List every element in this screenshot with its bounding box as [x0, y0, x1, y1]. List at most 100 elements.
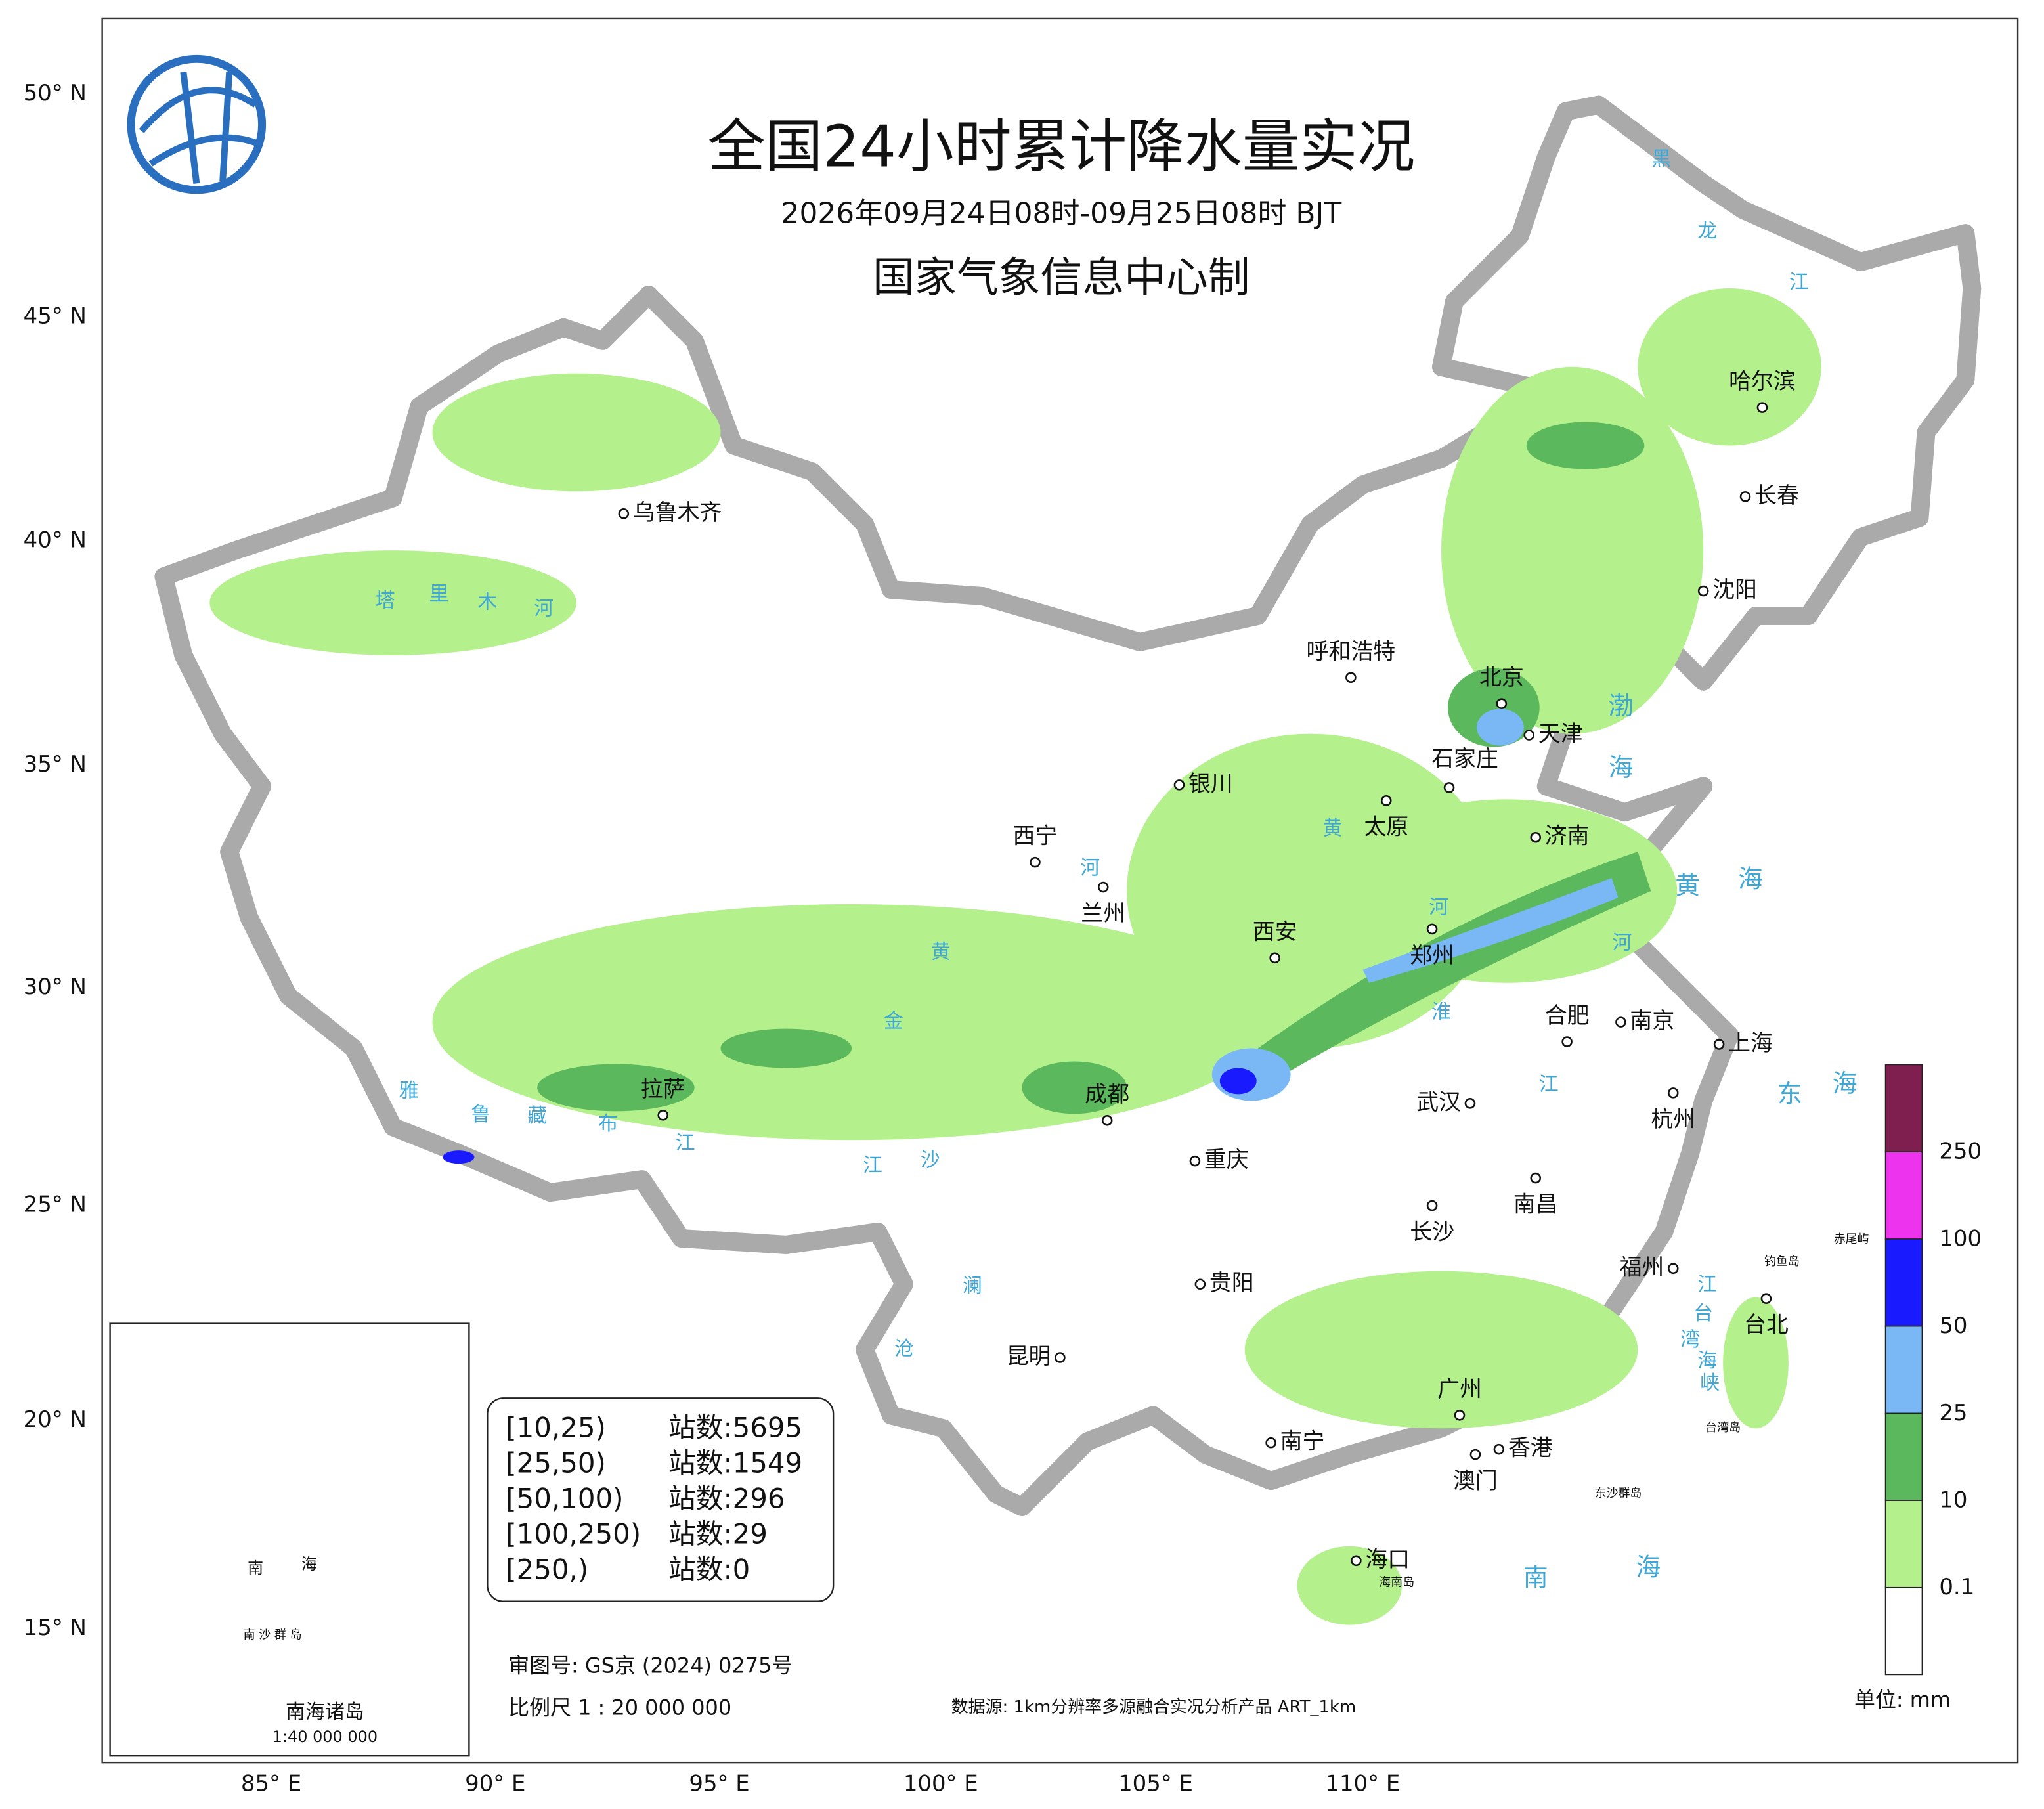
longitude-label: 90° E [465, 1771, 525, 1797]
colorbar-label: 50 [1939, 1313, 1967, 1338]
longitude-label: 105° E [1118, 1771, 1193, 1797]
city-marker [1496, 698, 1508, 709]
latitude-label: 40° N [24, 527, 87, 553]
colorbar-label: 250 [1939, 1139, 1982, 1164]
city-label: 重庆 [1204, 1147, 1249, 1173]
river-label: 金 [884, 1010, 903, 1033]
city-marker [657, 1110, 669, 1121]
map-scale: 比例尺 1 : 20 000 000 [508, 1695, 731, 1720]
river-label: 雅 [399, 1079, 419, 1102]
river-label: 里 [429, 583, 449, 606]
sea-label: 黄 [1675, 871, 1700, 900]
latitude-label: 20° N [24, 1406, 87, 1432]
river-label: 河 [1080, 857, 1100, 880]
colorbar-bin [1884, 1325, 1923, 1414]
rain-areas [209, 288, 1821, 1625]
city-label: 香港 [1508, 1435, 1553, 1461]
city-label: 杭州 [1651, 1106, 1695, 1132]
river-label: 江 [1697, 1273, 1717, 1296]
colorbar-label: 25 [1939, 1400, 1967, 1426]
city-label: 成都 [1085, 1081, 1129, 1107]
city-label: 广州 [1437, 1376, 1482, 1402]
river-label: 江 [1539, 1073, 1559, 1096]
city-marker [1523, 730, 1535, 741]
colorbar-bin [1884, 1500, 1923, 1588]
stats-range: [50,100) [506, 1483, 623, 1515]
latitude-label: 25° N [24, 1192, 87, 1217]
city-marker [618, 508, 630, 519]
city-label: 长春 [1754, 483, 1799, 508]
logo [127, 54, 267, 194]
city-label: 郑州 [1410, 942, 1454, 968]
river-label: 海 [1697, 1349, 1717, 1372]
river-label: 龙 [1697, 220, 1717, 243]
producer: 国家气象信息中心制 [873, 254, 1250, 303]
stats-count: 站数:29 [668, 1517, 768, 1550]
river-label: 塔 [376, 590, 395, 613]
river-label: 河 [1612, 931, 1632, 954]
river-label: 峡 [1700, 1372, 1720, 1395]
city-label: 海口 [1365, 1546, 1410, 1572]
city-marker [1269, 952, 1280, 964]
river-label: 澜 [963, 1275, 982, 1297]
latitude-label: 30° N [24, 974, 87, 999]
city-marker [1194, 1278, 1206, 1290]
colorbar-label: 100 [1939, 1225, 1982, 1251]
stats-range: [250,) [506, 1553, 588, 1585]
city-marker [1739, 491, 1751, 502]
city-label: 天津 [1538, 721, 1583, 747]
city-marker [1530, 1172, 1542, 1184]
longitude-label: 85° E [241, 1771, 301, 1797]
unit-label: 单位: mm [1854, 1687, 1951, 1712]
river-label: 沙 [921, 1149, 940, 1172]
city-marker [1667, 1263, 1679, 1275]
latitude-label: 50° N [24, 80, 87, 106]
city-label: 拉萨 [641, 1076, 685, 1102]
city-marker [1097, 881, 1109, 893]
colorbar-bin [1884, 1151, 1923, 1240]
river-label: 台 [1693, 1302, 1713, 1325]
city-marker [1469, 1449, 1481, 1460]
latitude-label: 15° N [24, 1615, 87, 1640]
colorbar-bin [1884, 1238, 1923, 1327]
stats-count: 站数:0 [668, 1553, 750, 1585]
city-marker [1561, 1036, 1573, 1047]
island-label: 赤尾屿 [1834, 1232, 1869, 1246]
inset-sea: 海 [301, 1555, 317, 1573]
city-marker [1380, 795, 1392, 806]
city-label: 武汉 [1416, 1089, 1461, 1115]
city-label: 长沙 [1410, 1219, 1454, 1244]
latitude-label: 35° N [24, 751, 87, 777]
city-marker [1493, 1443, 1505, 1455]
city-label: 福州 [1619, 1254, 1664, 1280]
longitude-label: 110° E [1325, 1771, 1400, 1797]
city-marker [1697, 585, 1709, 597]
colorbar-label: 0.1 [1939, 1574, 1974, 1600]
inset-title: 南海诸岛 [286, 1701, 364, 1724]
city-label: 哈尔滨 [1729, 368, 1796, 394]
inset-scale: 1:40 000 000 [272, 1728, 378, 1746]
city-label: 石家庄 [1431, 746, 1498, 772]
latitude-label: 45° N [24, 303, 87, 328]
river-label: 黄 [931, 940, 951, 963]
city-label: 贵阳 [1209, 1270, 1254, 1296]
city-marker [1454, 1410, 1466, 1421]
city-label: 南昌 [1513, 1192, 1558, 1217]
city-label: 南宁 [1280, 1429, 1325, 1454]
island-label: 钓鱼岛 [1764, 1255, 1800, 1269]
stats-range: [10,25) [506, 1412, 606, 1444]
city-marker [1189, 1155, 1201, 1167]
river-label: 河 [534, 597, 554, 620]
river-label: 沧 [894, 1338, 914, 1361]
city-marker [1713, 1039, 1725, 1050]
approval-number: 审图号: GS京 (2024) 0275号 [508, 1653, 793, 1678]
city-label: 澳门 [1453, 1468, 1498, 1494]
river-label: 布 [598, 1112, 618, 1135]
stats-count: 站数:5695 [668, 1412, 803, 1444]
river-label: 藏 [527, 1104, 547, 1127]
city-label: 兰州 [1081, 900, 1125, 926]
river-label: 江 [676, 1132, 695, 1155]
stats-count: 站数:1549 [668, 1447, 803, 1479]
